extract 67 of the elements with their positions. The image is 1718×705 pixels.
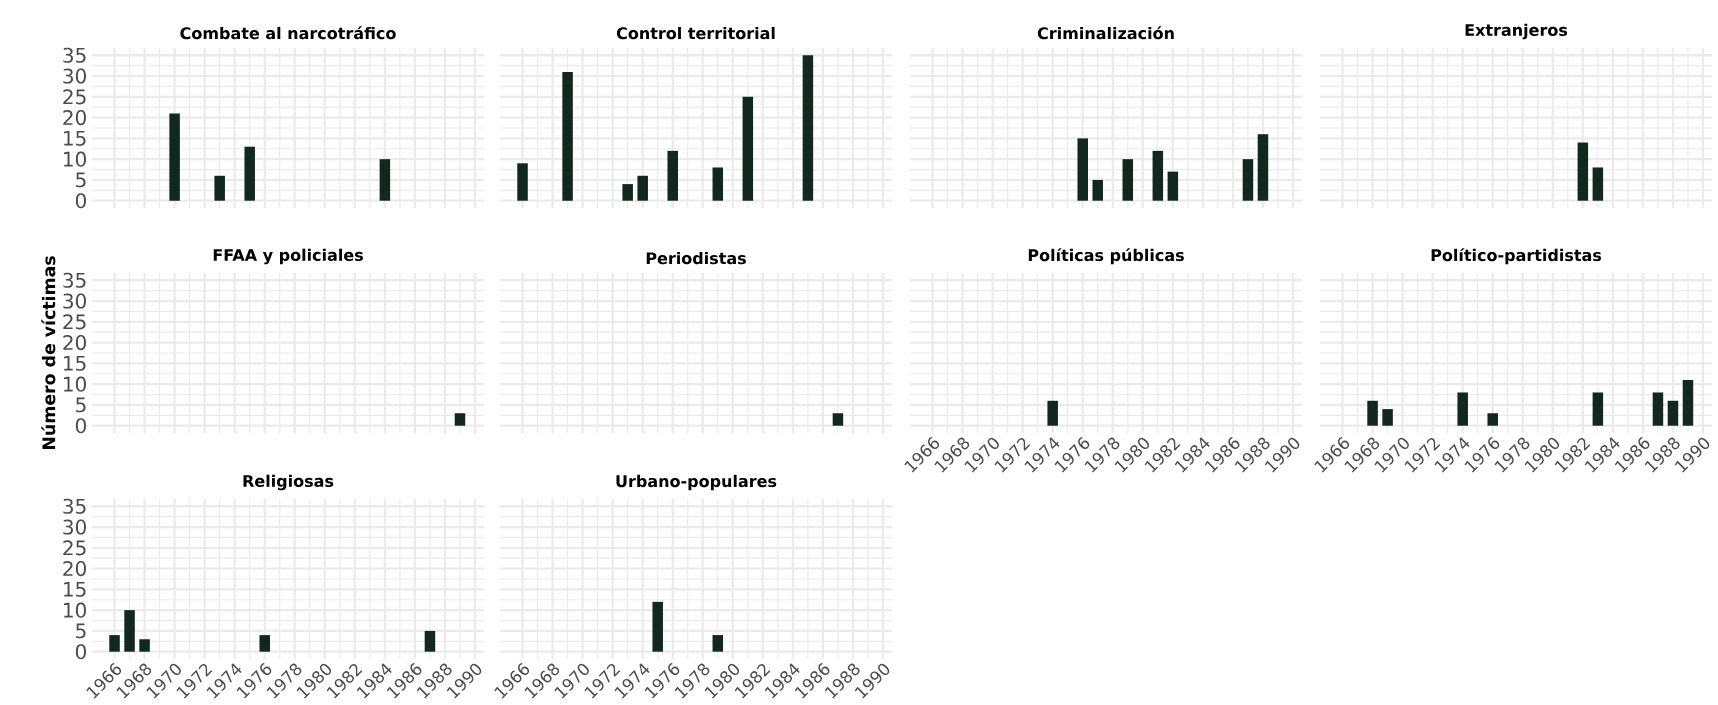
y-tick-label: 30	[63, 68, 86, 84]
y-tick-label: 20	[63, 335, 86, 351]
bar	[214, 175, 225, 201]
y-tick-label: 25	[63, 89, 86, 105]
bar	[1367, 400, 1378, 426]
chart-title: Urbano-populares	[616, 474, 777, 491]
chart-title: Control territorial	[616, 26, 775, 40]
y-tick-label: 30	[63, 293, 86, 309]
y-tick-label: 20	[63, 561, 86, 577]
y-tick-label: 0	[75, 193, 86, 209]
chart-title: Criminalización	[1037, 26, 1174, 40]
y-tick-label: 35	[63, 498, 86, 514]
y-tick-label: 10	[64, 376, 86, 392]
chart-title: Combate al narcotráfico	[180, 26, 396, 40]
y-tick-label: 25	[63, 314, 86, 330]
bar	[169, 113, 180, 201]
bar	[1242, 159, 1254, 201]
y-tick-label: 5	[76, 623, 86, 639]
bar	[1382, 409, 1393, 426]
y-tick-label: 35	[63, 272, 86, 288]
bar	[109, 635, 120, 652]
chart-title: FFAA y policiales	[213, 248, 363, 265]
chart-title: Periodistas	[646, 251, 746, 265]
bar	[1092, 179, 1104, 201]
bar	[517, 163, 528, 201]
bar	[124, 610, 135, 652]
bar	[1667, 400, 1679, 426]
y-tick-label: 5	[76, 397, 86, 413]
bar	[259, 635, 270, 652]
y-tick-label: 35	[63, 47, 86, 63]
y-tick-label: 20	[63, 110, 86, 126]
bar	[1122, 159, 1134, 201]
bar	[1682, 380, 1694, 426]
y-tick-label: 30	[63, 519, 86, 535]
bar	[1077, 138, 1088, 201]
bar	[244, 146, 255, 201]
bar	[802, 55, 814, 201]
chart-title: Políticas públicas	[1028, 248, 1184, 265]
y-tick-label: 0	[75, 644, 86, 660]
bar	[1592, 392, 1604, 426]
chart-title: Extranjeros	[1465, 23, 1568, 40]
bar	[1487, 413, 1498, 426]
bar	[742, 96, 754, 201]
y-tick-label: 25	[63, 540, 86, 556]
bar	[637, 175, 648, 201]
bar	[379, 159, 391, 201]
y-axis-title: Número de víctimas	[41, 256, 56, 449]
bar	[1167, 171, 1179, 201]
bar	[562, 71, 573, 201]
bar	[1652, 392, 1664, 426]
bar	[712, 167, 724, 201]
bar	[1457, 392, 1468, 426]
y-tick-label: 15	[64, 581, 86, 597]
bar	[424, 630, 436, 652]
bar	[1152, 150, 1164, 201]
chart-title: Religiosas	[243, 474, 334, 491]
y-tick-label: 0	[75, 418, 86, 434]
bar	[667, 150, 678, 201]
bar	[622, 184, 633, 201]
bar	[1257, 134, 1269, 201]
chart-title: Político-partidistas	[1431, 248, 1602, 265]
y-tick-label: 10	[64, 602, 86, 618]
y-tick-label: 5	[76, 172, 86, 188]
y-tick-label: 10	[64, 151, 86, 167]
y-tick-label: 15	[64, 355, 86, 371]
bar	[139, 639, 150, 652]
y-tick-label: 15	[64, 130, 86, 146]
